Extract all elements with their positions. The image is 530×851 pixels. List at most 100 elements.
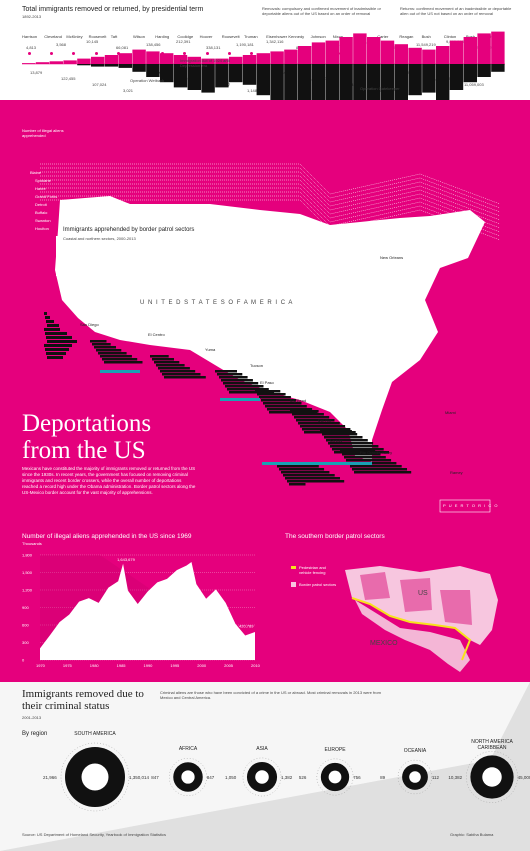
region-value-left: 89 [380,775,386,780]
region-donut-ring [316,758,354,796]
footer-credit: Graphic: Sabiha Bulama [450,832,494,837]
west-sector-bar [46,352,66,355]
y-tick-label: 1,800 [22,553,33,558]
removal-bar [353,33,367,64]
removal-bar [449,40,464,64]
region-value-right: 756 [353,775,361,780]
return-bar [91,64,105,67]
south-sector-bar [229,391,275,394]
president-label: Roosevelt [88,34,107,39]
south-sector-bar [330,445,379,448]
removal-bar [367,37,381,64]
removal-value: 138,456 [146,42,161,47]
region-value-right: 847 [206,775,215,780]
return-bar [477,64,491,77]
south-sector-bar [300,425,346,428]
x-tick-label: 1975 [63,663,73,668]
x-tick-label: 2010 [251,663,261,668]
south-sector-bar [221,379,253,382]
south-sector-bar [158,367,190,370]
removal-bar [422,49,436,64]
removal-bar [325,40,339,64]
south-sector-bar [287,480,345,483]
west-sector-bar [47,356,63,359]
south-sector-bar [302,428,351,431]
west-sector-bar [45,316,50,319]
south-sector-bar [156,364,185,367]
legend-fence: Pedestrian and vehicle fencing [299,565,326,575]
president-label: Bush [466,34,476,39]
return-bar [394,64,408,100]
south-sector-bar [219,376,248,379]
region-donut-ring [169,758,207,796]
region-value-right: 112 [431,775,440,780]
removal-bar [63,60,77,64]
region-donut-hole [482,767,502,787]
fence-line [351,597,472,661]
president-label: Bush [421,34,431,39]
south-sector-bar [346,459,392,462]
top-chart-panel: Total immigrants removed or returned, by… [0,0,530,100]
south-sector-bar [283,474,335,477]
callout-wetback: Operation Wetback [130,78,165,83]
south-sector-bar [322,433,358,436]
return-bar [408,64,422,96]
return-value: 107,024 [92,82,107,87]
south-sector-bar [257,393,286,396]
president-label: Reagan [399,34,414,39]
us-landmass [55,196,485,462]
return-bar [436,64,450,100]
return-bar [422,64,436,93]
return-bar [118,64,132,68]
east-sector-label: Miami [445,410,456,415]
legend-removals: Removals: compulsory and confirmed movem… [262,6,381,16]
region-donut-hole [181,770,195,784]
north-sector-label: Grand Forks [35,194,58,199]
return-bar [491,64,505,72]
removal-bar [380,40,395,64]
region-donut-hole [81,763,109,791]
legend-fence-swatch [291,566,296,569]
region-value-left: 1,050 [224,775,237,780]
president-marker [72,52,76,55]
south-sector-bar [223,382,259,385]
south-sector-bar [90,340,107,343]
border-sector-shapes [360,572,472,625]
sector-flow-line [40,191,501,233]
legend-sector-swatch [291,582,296,587]
removal-bar [229,56,243,64]
region-donut-hole [328,770,342,784]
region-donut-ring [397,759,433,795]
removal-value: 338,131 [206,45,221,50]
south-sector-bar [160,370,196,373]
south-sector-bar [96,349,122,352]
removal-bar [477,33,491,64]
headline: Deportations from the US [22,410,151,464]
sector-flow-line [40,167,501,209]
callout-gatekeeper: Operation Gatekeeper [360,86,400,91]
west-sector-bar [45,348,69,351]
return-bar [256,64,270,96]
x-tick-label: 1980 [90,663,100,668]
x-tick-label: 1990 [144,663,154,668]
removal-bar [104,55,119,64]
south-sector-bar [98,352,127,355]
return-value: 11,059,003 [464,82,484,87]
region-donut-hole [409,771,421,783]
south-sector-bar [102,358,138,361]
top-bar-chart [22,31,505,100]
removal-bar [408,47,422,64]
region-value-left: 21,966 [43,775,57,780]
region-label: ASIA [256,745,268,752]
south-sector-label: Yuma [205,347,216,352]
by-region-label: By region [22,731,48,737]
return-bar [367,64,381,100]
south-sector-bar [104,361,143,364]
removal-bar [35,62,50,64]
north-sector-label: Havre [35,186,46,191]
south-sector-bar [279,468,325,471]
apprehension-area [40,562,255,660]
return-bar [229,64,243,83]
south-sector-bar [255,390,281,393]
